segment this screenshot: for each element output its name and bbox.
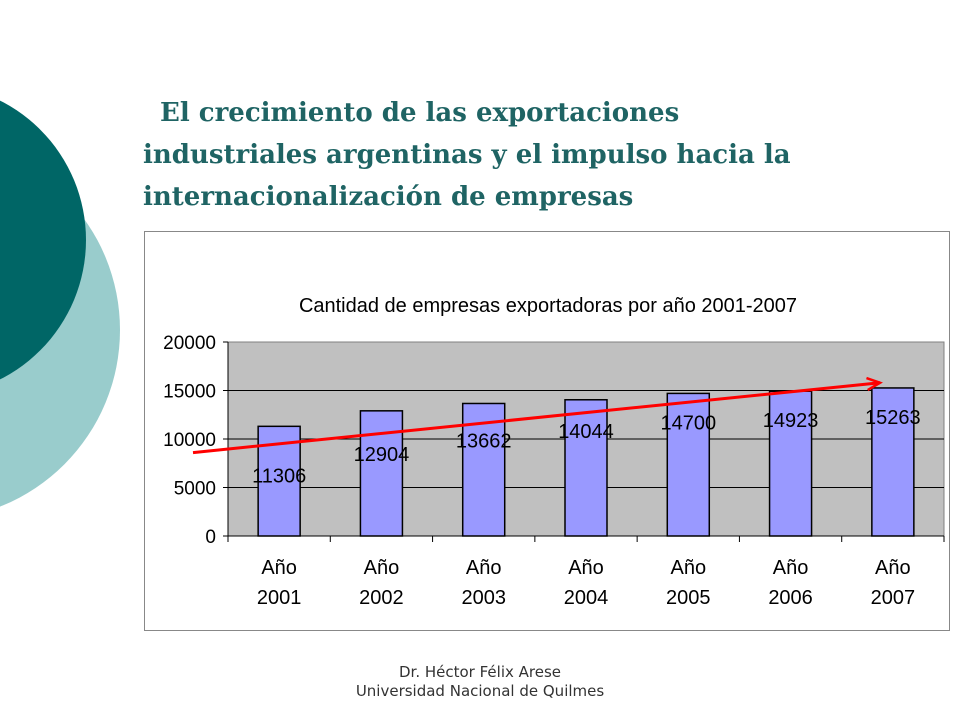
data-label: 13662	[456, 430, 512, 452]
slide-title: El crecimiento de las exportaciones indu…	[143, 92, 943, 218]
y-tick-label: 15000	[163, 382, 216, 403]
chart-title: Cantidad de empresas exportadoras por añ…	[299, 295, 797, 317]
x-tick-label-line-2: 2007	[871, 587, 916, 609]
decor-circle-dark	[0, 100, 86, 380]
footer-author: Dr. Héctor Félix Arese	[398, 663, 561, 681]
footer-institution: Universidad Nacional de Quilmes	[355, 682, 605, 700]
y-tick-label: 5000	[174, 479, 216, 500]
y-tick-label: 0	[205, 527, 216, 548]
trend-arrow-line	[192, 381, 881, 455]
data-label: 15263	[865, 407, 921, 429]
x-tick-label-line-2: 2003	[461, 587, 506, 609]
trend-arrow-head	[866, 376, 883, 392]
x-tick-label-line-1: Año	[670, 557, 706, 579]
slide-title-line-1: El crecimiento de las exportaciones	[160, 98, 680, 128]
x-tick-label-line-1: Año	[364, 557, 400, 579]
x-tick-label-line-1: Año	[261, 557, 297, 579]
x-tick-label-line-2: 2001	[257, 587, 302, 609]
x-tick-label-line-2: 2005	[666, 587, 711, 609]
x-tick-label-line-1: Año	[466, 557, 502, 579]
data-label: 14700	[660, 412, 716, 434]
data-label: 14044	[558, 421, 614, 443]
bar-2004	[564, 399, 608, 537]
x-tick-label-line-2: 2006	[768, 587, 813, 609]
chart-container: Cantidad de empresas exportadoras por añ…	[144, 231, 950, 631]
slide-title-line-3: internacionalización de empresas	[143, 182, 634, 212]
data-label: 14923	[763, 410, 819, 432]
bar-2007	[871, 387, 915, 537]
x-tick-label-line-1: Año	[773, 557, 809, 579]
y-tick-label: 20000	[163, 333, 216, 354]
y-tick-label: 10000	[163, 430, 216, 451]
bar-chart: Cantidad de empresas exportadoras por añ…	[163, 295, 945, 609]
data-label: 12904	[354, 444, 410, 466]
x-tick-label-line-2: 2002	[359, 587, 404, 609]
x-tick-label-line-1: Año	[568, 557, 604, 579]
decorative-circles	[0, 100, 120, 507]
x-tick-label-line-2: 2004	[564, 587, 609, 609]
x-tick-label-line-1: Año	[875, 557, 911, 579]
slide-title-line-2: industriales argentinas y el impulso hac…	[143, 140, 791, 170]
data-label: 11306	[252, 465, 306, 487]
bar-2005	[666, 392, 711, 537]
bar-2002	[359, 410, 404, 537]
